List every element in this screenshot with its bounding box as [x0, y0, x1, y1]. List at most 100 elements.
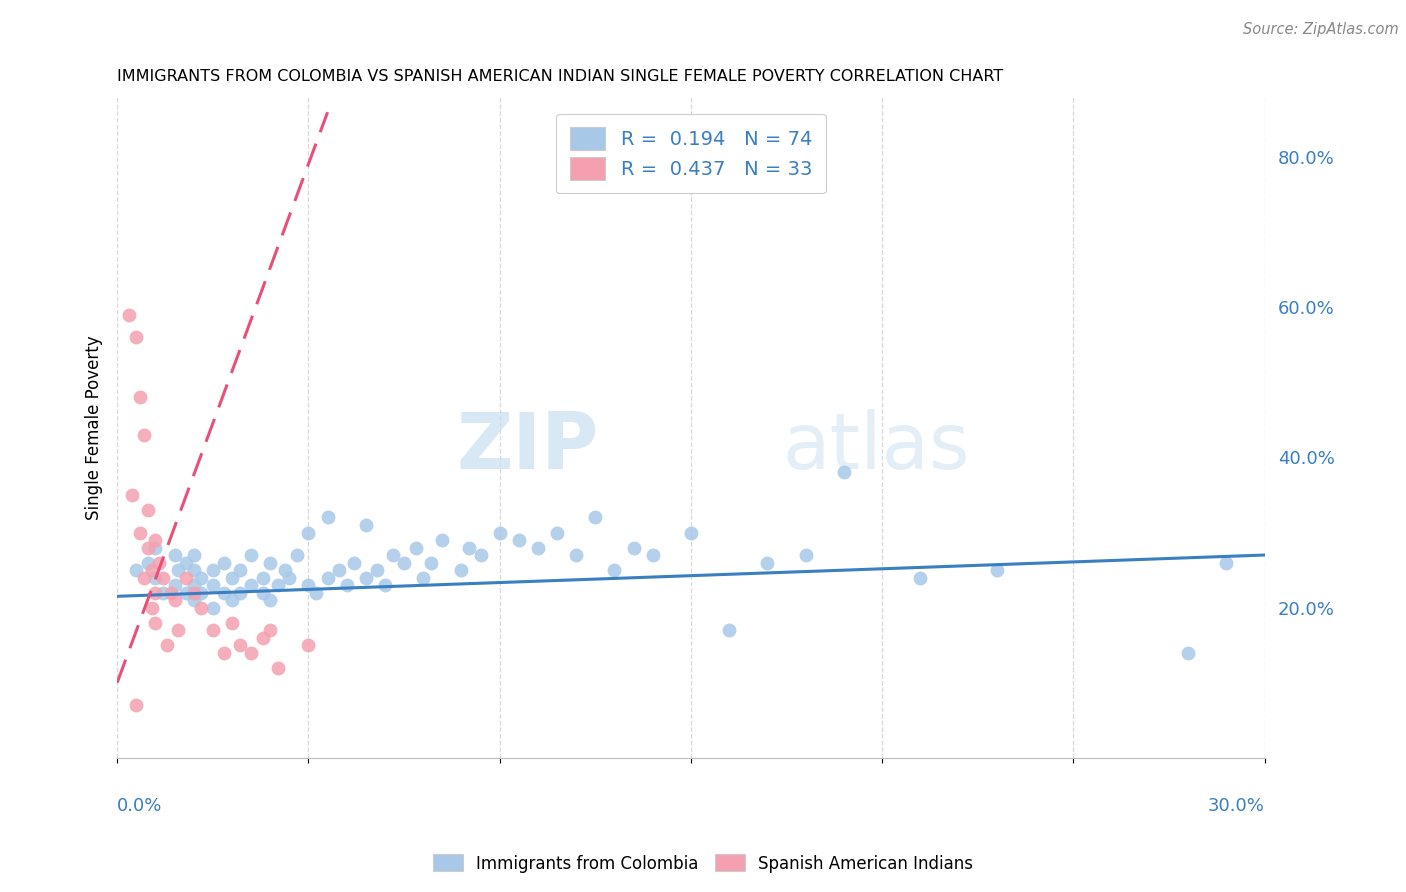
Point	[794, 548, 817, 562]
Point	[145, 615, 167, 630]
Point	[156, 638, 179, 652]
Point	[167, 623, 190, 637]
Point	[267, 578, 290, 592]
Point	[159, 585, 181, 599]
Point	[316, 570, 339, 584]
Point	[240, 578, 263, 592]
Point	[145, 541, 167, 555]
Point	[228, 638, 250, 652]
Point	[374, 578, 396, 592]
Point	[297, 578, 319, 592]
Point	[565, 548, 588, 562]
Legend: R =  0.194   N = 74, R =  0.437   N = 33: R = 0.194 N = 74, R = 0.437 N = 33	[557, 113, 825, 194]
Point	[183, 548, 205, 562]
Point	[641, 548, 664, 562]
Point	[214, 556, 236, 570]
Point	[259, 556, 281, 570]
Point	[163, 548, 186, 562]
Point	[201, 600, 224, 615]
Point	[297, 525, 319, 540]
Text: 30.0%: 30.0%	[1208, 797, 1264, 814]
Point	[392, 556, 415, 570]
Point	[121, 488, 143, 502]
Point	[718, 623, 741, 637]
Point	[125, 563, 148, 577]
Point	[152, 585, 174, 599]
Point	[228, 585, 250, 599]
Point	[240, 646, 263, 660]
Y-axis label: Single Female Poverty: Single Female Poverty	[86, 335, 103, 520]
Point	[297, 638, 319, 652]
Point	[405, 541, 427, 555]
Point	[129, 391, 152, 405]
Point	[756, 556, 779, 570]
Point	[488, 525, 510, 540]
Point	[152, 570, 174, 584]
Point	[240, 548, 263, 562]
Point	[145, 570, 167, 584]
Point	[450, 563, 472, 577]
Text: Source: ZipAtlas.com: Source: ZipAtlas.com	[1243, 22, 1399, 37]
Point	[285, 548, 308, 562]
Point	[354, 570, 377, 584]
Point	[201, 578, 224, 592]
Point	[132, 570, 155, 584]
Point	[316, 510, 339, 524]
Point	[432, 533, 454, 547]
Point	[129, 525, 152, 540]
Point	[190, 600, 212, 615]
Point	[381, 548, 404, 562]
Point	[214, 646, 236, 660]
Point	[183, 593, 205, 607]
Point	[118, 308, 141, 322]
Point	[174, 570, 197, 584]
Point	[221, 615, 243, 630]
Point	[1215, 556, 1237, 570]
Point	[141, 563, 163, 577]
Point	[508, 533, 530, 547]
Point	[259, 623, 281, 637]
Point	[278, 570, 301, 584]
Point	[274, 563, 297, 577]
Point	[546, 525, 568, 540]
Text: atlas: atlas	[783, 409, 970, 485]
Legend: Immigrants from Colombia, Spanish American Indians: Immigrants from Colombia, Spanish Americ…	[426, 847, 980, 880]
Point	[328, 563, 350, 577]
Point	[174, 585, 197, 599]
Point	[252, 585, 274, 599]
Point	[190, 570, 212, 584]
Point	[343, 556, 366, 570]
Point	[148, 556, 170, 570]
Point	[125, 698, 148, 713]
Point	[458, 541, 481, 555]
Point	[201, 623, 224, 637]
Point	[201, 563, 224, 577]
Point	[603, 563, 626, 577]
Point	[419, 556, 441, 570]
Point	[366, 563, 388, 577]
Point	[174, 556, 197, 570]
Point	[986, 563, 1008, 577]
Point	[832, 466, 855, 480]
Text: IMMIGRANTS FROM COLOMBIA VS SPANISH AMERICAN INDIAN SINGLE FEMALE POVERTY CORREL: IMMIGRANTS FROM COLOMBIA VS SPANISH AMER…	[117, 69, 1004, 84]
Point	[145, 533, 167, 547]
Point	[125, 330, 148, 344]
Point	[132, 428, 155, 442]
Point	[145, 585, 167, 599]
Point	[305, 585, 328, 599]
Point	[190, 585, 212, 599]
Point	[354, 518, 377, 533]
Point	[183, 585, 205, 599]
Point	[336, 578, 359, 592]
Point	[221, 570, 243, 584]
Point	[141, 600, 163, 615]
Text: 0.0%: 0.0%	[117, 797, 163, 814]
Text: ZIP: ZIP	[457, 409, 599, 485]
Point	[470, 548, 492, 562]
Point	[910, 570, 932, 584]
Point	[252, 631, 274, 645]
Point	[183, 563, 205, 577]
Point	[228, 563, 250, 577]
Point	[679, 525, 702, 540]
Point	[267, 660, 290, 674]
